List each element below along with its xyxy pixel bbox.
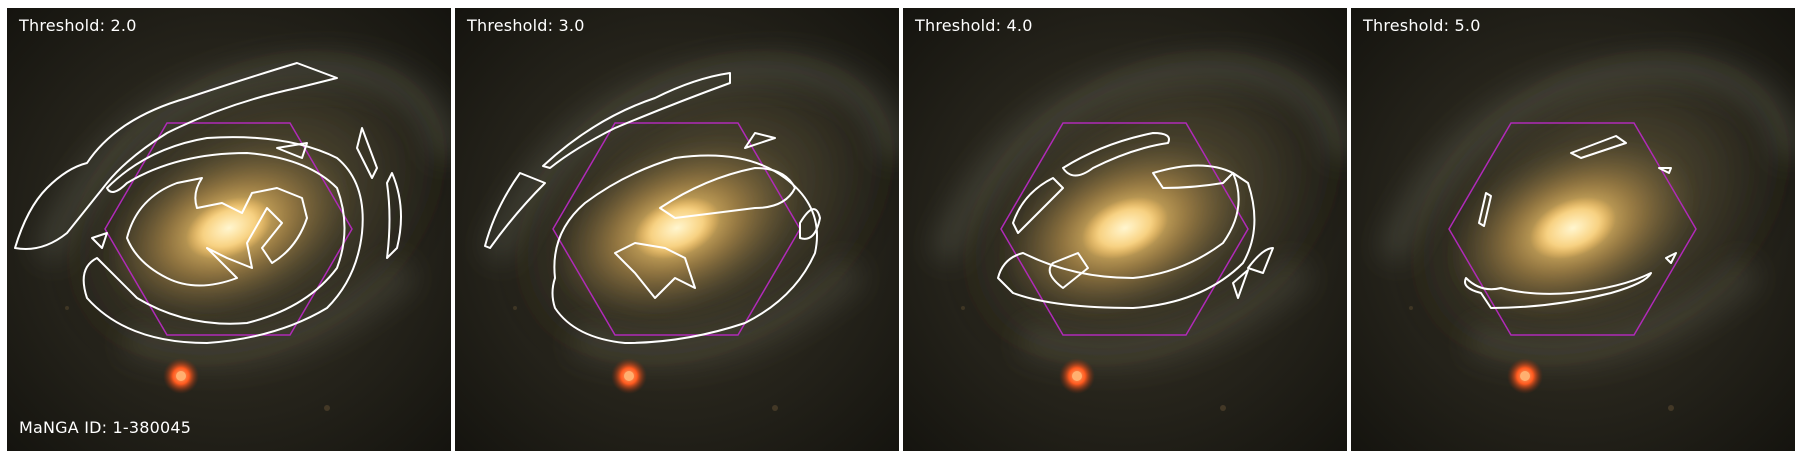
galaxy-image <box>903 8 1347 451</box>
threshold-label: Threshold: 5.0 <box>1363 16 1481 35</box>
threshold-panel-3: Threshold: 3.0 <box>455 8 899 451</box>
galaxy-image <box>455 8 899 451</box>
contours <box>1464 135 1677 309</box>
contours <box>14 62 402 344</box>
threshold-panel-4: Threshold: 4.0 <box>903 8 1347 451</box>
threshold-label: Threshold: 3.0 <box>467 16 585 35</box>
threshold-label: Threshold: 4.0 <box>915 16 1033 35</box>
galaxy-image <box>1351 8 1795 451</box>
contours <box>484 72 821 344</box>
contours <box>997 132 1274 309</box>
threshold-label: Threshold: 2.0 <box>19 16 137 35</box>
galaxy-id-label: MaNGA ID: 1-380045 <box>19 418 192 437</box>
threshold-panel-5: Threshold: 5.0 <box>1351 8 1795 451</box>
threshold-panel-2: Threshold: 2.0 MaNGA ID: 1-380045 <box>7 8 451 451</box>
galaxy-image <box>7 8 451 451</box>
